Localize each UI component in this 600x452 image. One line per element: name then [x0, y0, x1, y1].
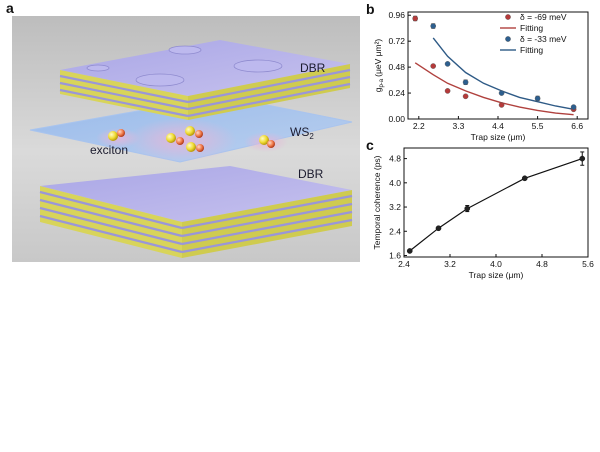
legend-marker-series-2: [505, 36, 511, 42]
data-point-series-1: [498, 102, 505, 108]
y-tick-label: 4.0: [389, 178, 401, 188]
data-point-series-2: [462, 79, 469, 86]
bottom-dbr-mirror: [39, 166, 353, 258]
data-point-series-1: [412, 15, 419, 22]
data-point-series-2: [444, 61, 451, 67]
coupling-vs-trap-size-chart: 2.2 3.3 4.4 5.5 6.6 0.00 0.24 0.48 0.72 0.96 Trap…: [373, 10, 589, 142]
exciton-label: exciton: [90, 143, 128, 157]
chart-b-y-axis-label: gp-a(μeV μm²): [373, 39, 385, 93]
fit-curve-2: [432, 37, 574, 110]
coherence-data-point: [435, 225, 442, 232]
data-point-series-1: [462, 93, 469, 100]
ws2-monolayer: [29, 95, 353, 163]
microcavity-illustration: a: [6, 0, 360, 262]
coherence-line: [409, 158, 583, 252]
data-point-series-1: [444, 88, 451, 94]
x-tick-label: 4.0: [490, 259, 502, 269]
y-tick-label: 0.24: [388, 88, 405, 98]
top-dbr-label: DBR: [300, 61, 326, 75]
y-tick-label: 0.48: [388, 62, 405, 72]
ws2-label-main: WS: [290, 125, 309, 139]
data-point-series-2: [534, 95, 541, 102]
legend-label-fit-1: Fitting: [520, 23, 543, 33]
x-tick-label: 3.3: [452, 121, 464, 131]
coherence-data-point: [579, 155, 586, 162]
chart-c-x-axis-label: Trap size (μm): [469, 270, 524, 280]
data-point-series-2: [430, 23, 437, 29]
y-tick-label: 3.2: [389, 202, 401, 212]
y-tick-label: 0.72: [388, 36, 405, 46]
legend-label-series-2: δ = -33 meV: [520, 34, 567, 44]
data-point-series-1: [430, 63, 437, 69]
chart-b-y-label-main: g: [373, 87, 383, 92]
ws2-label-subscript: 2: [309, 132, 314, 141]
chart-c-y-axis-label: Temporal coherence (ps): [372, 155, 382, 249]
x-tick-label: 2.4: [398, 259, 410, 269]
coherence-data-point: [521, 175, 528, 182]
panel-b-letter: b: [366, 1, 375, 17]
x-tick-label: 5.5: [532, 121, 544, 131]
coherence-vs-trap-size-chart: 2.4 3.2 4.0 4.8 5.61.62.43.24.04.8 Trap size…: [372, 147, 594, 280]
legend-marker-series-1: [505, 14, 511, 20]
x-tick-label: 4.4: [492, 121, 504, 131]
y-tick-label: 1.6: [389, 250, 401, 260]
y-tick-label: 0.00: [388, 114, 405, 124]
coherence-data-point: [464, 205, 471, 212]
chart-b-y-label-unit: (μeV μm²): [373, 39, 383, 77]
panel-a-letter: a: [6, 0, 14, 16]
data-point-series-2: [570, 104, 577, 110]
chart-c-frame: [403, 147, 589, 258]
chart-b-x-axis-label: Trap size (μm): [471, 132, 526, 142]
fit-curve-1: [414, 62, 574, 116]
legend-label-fit-2: Fitting: [520, 45, 543, 55]
panel-c-letter: c: [366, 137, 374, 153]
x-tick-label: 6.6: [571, 121, 583, 131]
y-tick-label: 4.8: [389, 154, 401, 164]
chart-b-y-label-sub: p-a: [379, 78, 385, 87]
y-tick-label: 2.4: [389, 226, 401, 236]
data-point-series-2: [498, 90, 505, 96]
x-tick-label: 5.6: [582, 259, 594, 269]
x-tick-label: 3.2: [444, 259, 456, 269]
bottom-dbr-label: DBR: [298, 167, 324, 181]
legend-label-series-1: δ = -69 meV: [520, 12, 567, 22]
top-dbr-mirror: [59, 40, 351, 120]
ws2-label: WS2: [290, 125, 314, 141]
exciton-particles: [108, 126, 275, 152]
x-tick-label: 4.8: [536, 259, 548, 269]
coherence-data-point: [406, 248, 413, 254]
y-tick-label: 0.96: [388, 10, 405, 20]
x-tick-label: 2.2: [413, 121, 425, 131]
